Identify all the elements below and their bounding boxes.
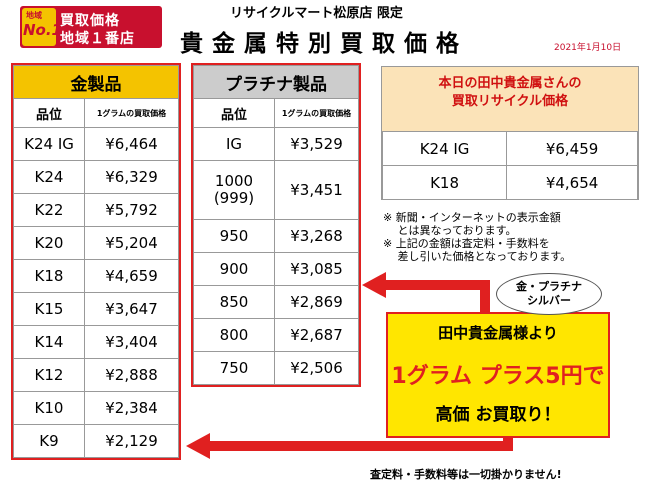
platinum-table-header: プラチナ製品 — [193, 65, 359, 99]
grade-cell: 850 — [193, 285, 275, 319]
bubble-line1: 金・プラチナ — [516, 280, 582, 293]
grade-cell: 900 — [193, 252, 275, 286]
note-line: 差し引いた価格となっております。 — [383, 250, 572, 263]
metal-type-bubble: 金・プラチナ シルバー — [496, 273, 602, 315]
store-name: リサイクルマート松原店 限定 — [230, 6, 403, 21]
tanaka-header-line2: 買取リサイクル価格 — [451, 94, 569, 109]
price-cell: ¥6,464 — [84, 127, 179, 161]
price-cell: ¥3,647 — [84, 292, 179, 326]
bubble-line2: シルバー — [527, 294, 571, 307]
grade-cell: K22 — [13, 193, 85, 227]
footer-note: 査定料・手数料等は一切掛かりません! — [370, 468, 562, 481]
table-row: K9 ¥2,129 — [13, 424, 179, 458]
grade-cell: 750 — [193, 351, 275, 385]
note-line: ※ 上記の金額は査定料・手数料を — [383, 237, 550, 250]
price-cell: ¥2,888 — [84, 358, 179, 392]
badge-local-label: 地域 — [26, 11, 42, 20]
table-row: 800 ¥2,687 — [193, 318, 359, 352]
price-cell: ¥2,129 — [84, 424, 179, 458]
gold-col-grade: 品位 — [13, 98, 85, 128]
table-row: IG ¥3,529 — [193, 127, 359, 161]
grade-cell: K9 — [13, 424, 85, 458]
table-row: 850 ¥2,869 — [193, 285, 359, 319]
platinum-price-table: プラチナ製品 品位 1グラムの買取価格 IG ¥3,529 1000 (999) ¥3… — [191, 63, 361, 387]
page-title: 貴金属特別買取価格 — [180, 31, 468, 57]
table-row: K10 ¥2,384 — [13, 391, 179, 425]
table-row: 1000 (999) ¥3,451 — [193, 160, 359, 220]
tanaka-price-table: K24 IG ¥6,459 K18 ¥4,654 — [381, 131, 638, 200]
table-row: K24 IG ¥6,464 — [13, 127, 179, 161]
price-cell: ¥3,085 — [274, 252, 359, 286]
price-cell: ¥3,529 — [274, 127, 359, 161]
grade-cell: K15 — [13, 292, 85, 326]
platinum-col-grade: 品位 — [193, 98, 275, 128]
grade-cell: K10 — [13, 391, 85, 425]
note-line: ※ 新聞・インターネットの表示金額 — [383, 211, 561, 224]
table-row: 900 ¥3,085 — [193, 252, 359, 286]
grade-cell: K20 — [13, 226, 85, 260]
grade-cell: IG — [193, 127, 275, 161]
price-cell: ¥3,268 — [274, 219, 359, 253]
price-cell: ¥2,384 — [84, 391, 179, 425]
grade-cell: K24 — [13, 160, 85, 194]
price-cell: ¥5,792 — [84, 193, 179, 227]
table-row: K18 ¥4,659 — [13, 259, 179, 293]
promo-line2: 1グラム プラス5円で — [391, 364, 605, 389]
price-cell: ¥4,654 — [506, 165, 638, 200]
tanaka-reference-box: 本日の田中貴金属さんの 買取リサイクル価格 K24 IG ¥6,459 K18 ¥4,… — [381, 66, 639, 200]
promo-line1: 田中貴金属様より — [438, 324, 558, 342]
promo-box: 田中貴金属様より 1グラム プラス5円で 高価 お買取り！ — [386, 312, 610, 438]
gold-price-table: 金製品 品位 1グラムの買取価格 K24 IG ¥6,464 K24 ¥6,329 K2… — [11, 63, 181, 460]
promo-line3: 高価 お買取り！ — [435, 405, 561, 425]
badge-line1: 買取価格 — [60, 13, 120, 29]
table-row: K15 ¥3,647 — [13, 292, 179, 326]
grade-cell: 1000 (999) — [193, 160, 275, 220]
notes: ※ 新聞・インターネットの表示金額 とは異なっております。 ※ 上記の金額は査定… — [383, 211, 571, 263]
tanaka-header-line1: 本日の田中貴金属さんの — [438, 76, 582, 91]
grade-cell: K24 IG — [13, 127, 85, 161]
table-row: 950 ¥3,268 — [193, 219, 359, 253]
grade-cell: K24 IG — [381, 131, 508, 166]
price-cell: ¥2,506 — [274, 351, 359, 385]
gold-col-price: 1グラムの買取価格 — [84, 98, 179, 128]
grade-cell: K18 — [381, 165, 508, 200]
table-row: K12 ¥2,888 — [13, 358, 179, 392]
tanaka-header: 本日の田中貴金属さんの 買取リサイクル価格 — [382, 67, 638, 131]
badge-line2: 地域１番店 — [60, 31, 135, 47]
table-row: K24 ¥6,329 — [13, 160, 179, 194]
grade-cell: 950 — [193, 219, 275, 253]
date-label: 2021年1月10日 — [554, 43, 622, 53]
grade-cell: 800 — [193, 318, 275, 352]
no1-emblem — [22, 8, 56, 46]
price-cell: ¥6,459 — [506, 131, 638, 166]
price-cell: ¥2,687 — [274, 318, 359, 352]
table-row: K20 ¥5,204 — [13, 226, 179, 260]
price-cell: ¥5,204 — [84, 226, 179, 260]
table-row: K14 ¥3,404 — [13, 325, 179, 359]
table-row: K22 ¥5,792 — [13, 193, 179, 227]
price-cell: ¥4,659 — [84, 259, 179, 293]
badge-no1-label: No.1 — [23, 21, 62, 39]
gold-table-header: 金製品 — [13, 65, 179, 99]
grade-cell: K14 — [13, 325, 85, 359]
price-cell: ¥2,869 — [274, 285, 359, 319]
ranking-badge: 地域 No.1 買取価格 地域１番店 — [20, 6, 162, 48]
platinum-col-price: 1グラムの買取価格 — [274, 98, 359, 128]
grade-cell: K18 — [13, 259, 85, 293]
table-row: K18 ¥4,654 — [381, 165, 638, 200]
price-cell: ¥3,451 — [274, 160, 359, 220]
table-row: K24 IG ¥6,459 — [381, 131, 638, 166]
price-cell: ¥6,329 — [84, 160, 179, 194]
note-line: とは異なっております。 — [383, 224, 517, 237]
table-row: 750 ¥2,506 — [193, 351, 359, 385]
grade-cell: K12 — [13, 358, 85, 392]
price-cell: ¥3,404 — [84, 325, 179, 359]
